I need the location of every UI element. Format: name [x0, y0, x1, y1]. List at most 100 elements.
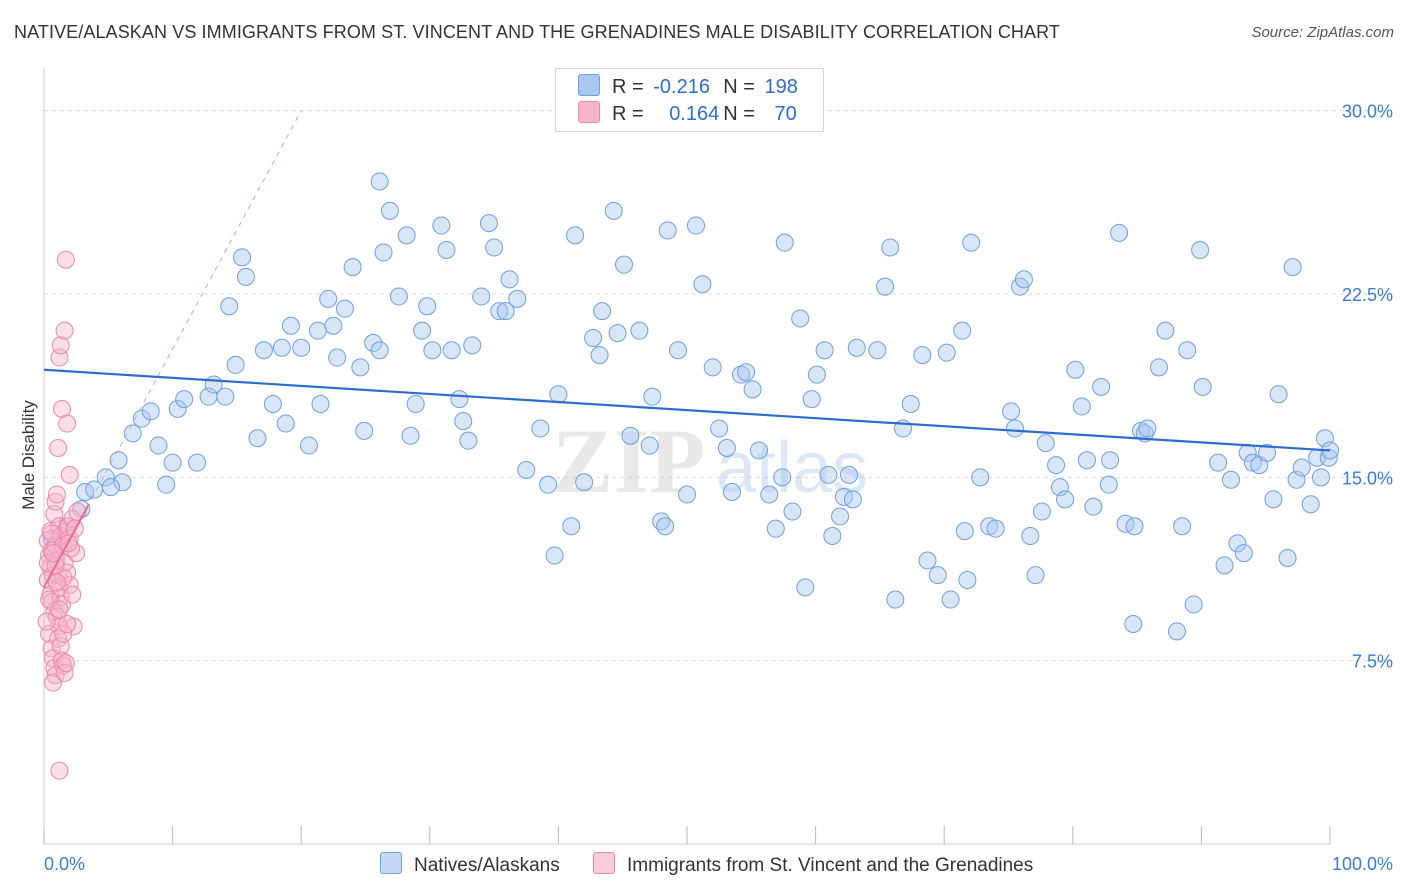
native-point	[370, 172, 389, 191]
native-point	[1092, 377, 1111, 396]
native-point	[1264, 490, 1283, 509]
native-point	[640, 436, 659, 455]
native-point	[254, 341, 273, 360]
native-point	[1269, 385, 1288, 404]
legend-swatch-blue	[578, 74, 600, 96]
immigrant-point	[68, 502, 87, 521]
native-point	[508, 289, 527, 308]
native-point	[343, 258, 362, 277]
native-point	[693, 275, 712, 294]
native-point	[485, 238, 504, 257]
legend-label-immigrants: Immigrants from St. Vincent and the Gren…	[627, 855, 1034, 876]
native-point	[773, 468, 792, 487]
native-point	[918, 551, 937, 570]
native-point	[971, 468, 990, 487]
native-point	[308, 321, 327, 340]
native-point	[802, 390, 821, 409]
native-point	[355, 421, 374, 440]
native-point	[1228, 534, 1247, 553]
native-point	[962, 233, 981, 252]
native-point	[766, 519, 785, 538]
native-point	[643, 387, 662, 406]
legend-item-natives[interactable]: Natives/Alaskans	[380, 852, 560, 877]
native-point	[955, 522, 974, 541]
immigrant-point	[37, 612, 56, 631]
native-point	[1138, 419, 1157, 438]
native-point	[656, 517, 675, 536]
legend-item-immigrants[interactable]: Immigrants from St. Vincent and the Gren…	[593, 852, 1033, 877]
legend-row-natives: R = -0.216 N = 198	[578, 74, 798, 100]
native-point	[868, 341, 887, 360]
legend-n-label: N =	[723, 103, 755, 125]
native-point	[750, 441, 769, 460]
native-point	[351, 358, 370, 377]
native-point	[1002, 402, 1021, 421]
native-point	[737, 363, 756, 382]
native-point	[1036, 434, 1055, 453]
series-legend: Natives/Alaskans Immigrants from St. Vin…	[380, 852, 1061, 877]
native-point	[472, 287, 491, 306]
native-point	[703, 358, 722, 377]
native-point	[96, 468, 115, 487]
native-point	[319, 289, 338, 308]
gridlines	[44, 110, 1392, 662]
native-point	[566, 226, 585, 245]
native-point	[324, 316, 343, 335]
y-tick-label: 15.0%	[1342, 468, 1393, 488]
native-point	[953, 321, 972, 340]
native-point	[539, 475, 558, 494]
native-point	[1056, 490, 1075, 509]
blue-trend-line	[43, 368, 1331, 452]
immigrant-point	[50, 761, 69, 780]
native-point	[575, 473, 594, 492]
native-point	[815, 341, 834, 360]
native-point	[423, 341, 442, 360]
native-point	[442, 341, 461, 360]
native-point	[370, 341, 389, 360]
native-point	[248, 429, 267, 448]
immigrant-point	[67, 544, 86, 563]
native-point	[1149, 358, 1168, 377]
native-point	[687, 216, 706, 235]
native-point	[807, 365, 826, 384]
native-point	[364, 333, 383, 352]
native-point	[263, 395, 282, 413]
native-point	[545, 546, 564, 565]
native-point	[397, 226, 416, 245]
native-point	[710, 419, 729, 438]
native-point	[775, 233, 794, 252]
native-point	[1193, 377, 1212, 396]
native-point	[463, 336, 482, 355]
native-point	[531, 419, 550, 438]
native-point	[413, 321, 432, 340]
native-point	[678, 485, 696, 504]
native-point	[517, 461, 536, 479]
native-point	[389, 287, 408, 306]
immigrant-point	[56, 250, 75, 269]
native-point	[717, 439, 736, 457]
native-point	[479, 214, 498, 233]
native-point	[791, 309, 810, 328]
native-point	[272, 338, 291, 357]
native-point	[1099, 475, 1118, 494]
native-point	[608, 324, 627, 343]
immigrant-point	[54, 656, 73, 675]
native-point	[876, 277, 895, 296]
native-point	[157, 475, 176, 494]
native-point	[881, 238, 900, 257]
y-tick-label: 22.5%	[1342, 285, 1393, 305]
native-point	[658, 221, 677, 240]
native-point	[188, 453, 207, 472]
immigrant-point	[47, 485, 66, 504]
native-point	[459, 431, 478, 450]
native-point	[220, 297, 239, 316]
axis-labels: 7.5% 15.0% 22.5% 30.0% 0.0% 100.0% Male Disabi…	[19, 102, 1393, 874]
y-tick-label: 30.0%	[1342, 102, 1393, 122]
native-point	[299, 436, 318, 455]
native-point	[123, 424, 142, 443]
native-point	[450, 390, 469, 409]
pink-trend-solid	[43, 503, 90, 588]
native-point	[1101, 451, 1120, 470]
native-point	[760, 485, 779, 504]
